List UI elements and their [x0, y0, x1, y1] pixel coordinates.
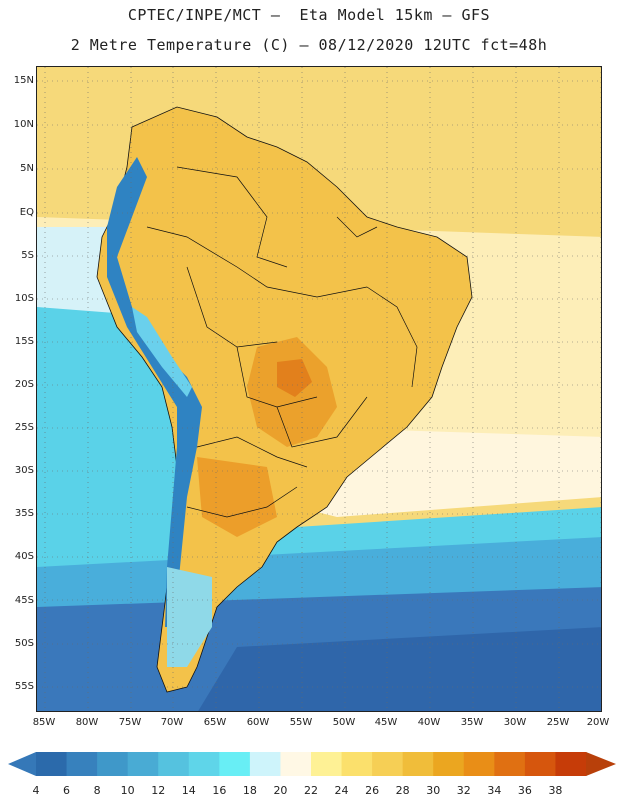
colorbar-label: 16 [212, 784, 227, 797]
lon-label: 25W [546, 717, 570, 728]
colorbar-cell [433, 752, 465, 776]
colorbar-label: 34 [487, 784, 502, 797]
colorbar-label: 10 [120, 784, 135, 797]
colorbar-cell [188, 752, 220, 776]
colorbar-label: 28 [395, 784, 410, 797]
colorbar-cell [66, 752, 98, 776]
lon-label: 45W [374, 717, 398, 728]
lat-label: 45S [14, 595, 34, 606]
patagonia-cool-region [167, 567, 212, 667]
lon-label: 80W [75, 717, 99, 728]
colorbar-cell [402, 752, 434, 776]
colorbar-label: 20 [273, 784, 288, 797]
colorbar-left-arrow [8, 752, 36, 776]
colorbar-cell [494, 752, 526, 776]
lat-label: 30S [14, 465, 34, 476]
ocean-coldest-band [198, 627, 601, 711]
lon-label: 75W [118, 717, 142, 728]
colorbar-cell [341, 752, 373, 776]
lat-label: 15S [14, 336, 34, 347]
colorbar-cell [280, 752, 312, 776]
colorbar-label: 32 [456, 784, 471, 797]
colorbar-cell [249, 752, 281, 776]
country-borders [146, 166, 418, 518]
lat-label: 10N [13, 119, 34, 130]
lon-label: 85W [32, 717, 56, 728]
colorbar-label: 26 [365, 784, 380, 797]
chart-title: CPTEC/INPE/MCT – Eta Model 15km – GFS [127, 6, 491, 24]
lat-label: 40S [14, 551, 34, 562]
lat-label: 15N [13, 75, 34, 86]
colorbar-label: 14 [181, 784, 196, 797]
colorbar-cell [555, 752, 587, 776]
andes-light-strip [132, 307, 192, 397]
colorbar-label: 8 [93, 784, 101, 797]
colorbar-cell [463, 752, 495, 776]
lat-label: EQ [19, 207, 34, 218]
colorbar-label: 24 [334, 784, 349, 797]
lat-label: 20S [14, 379, 34, 390]
temperature-map[interactable] [36, 66, 602, 712]
colorbar-label: 36 [517, 784, 532, 797]
lon-label: 60W [246, 717, 270, 728]
chart-subtitle: 2 Metre Temperature (C) – 08/12/2020 12U… [70, 36, 548, 54]
colorbar-label: 30 [426, 784, 441, 797]
lon-label: 40W [417, 717, 441, 728]
colorbar-cell [372, 752, 404, 776]
lon-label: 30W [503, 717, 527, 728]
lon-label: 50W [332, 717, 356, 728]
colorbar-cell [311, 752, 343, 776]
colorbar-label: 18 [242, 784, 257, 797]
colorbar-label: 4 [32, 784, 40, 797]
lat-label: 10S [14, 293, 34, 304]
lon-label: 35W [460, 717, 484, 728]
lat-label: 55S [14, 681, 34, 692]
colorbar [8, 752, 616, 776]
colorbar-cell [524, 752, 556, 776]
lon-label: 55W [289, 717, 313, 728]
hot-south-region [197, 457, 277, 537]
andes-cold-strip [107, 157, 202, 627]
colorbar-label: 6 [63, 784, 71, 797]
lon-label: 20W [586, 717, 610, 728]
hot-core-region [277, 359, 312, 397]
colorbar-label: 22 [304, 784, 318, 797]
colorbar-label: 12 [151, 784, 166, 797]
colorbar-cell [36, 752, 68, 776]
lat-label: 5S [21, 250, 34, 261]
colorbar-label: 38 [548, 784, 563, 797]
lat-label: 50S [14, 638, 34, 649]
colorbar-cell [127, 752, 159, 776]
colorbar-right-arrow [586, 752, 616, 776]
colorbar-cell [219, 752, 251, 776]
lat-label: 5N [20, 163, 34, 174]
lat-label: 25S [14, 422, 34, 433]
colorbar-cell [97, 752, 129, 776]
lon-label: 65W [203, 717, 227, 728]
lon-label: 70W [160, 717, 184, 728]
lat-label: 35S [14, 508, 34, 519]
colorbar-cell [158, 752, 190, 776]
